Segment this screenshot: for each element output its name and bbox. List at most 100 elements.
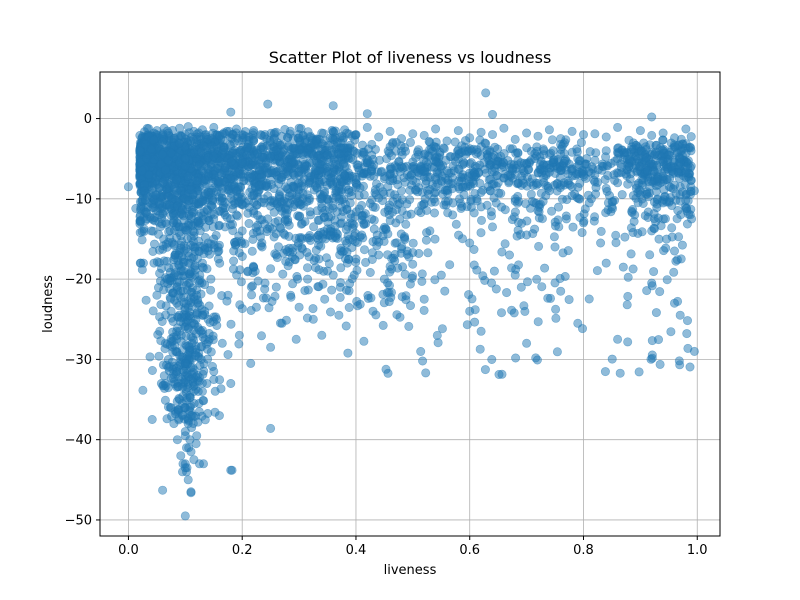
data-point (158, 150, 168, 160)
data-point (421, 179, 431, 189)
data-point (186, 184, 196, 194)
data-point (573, 318, 583, 328)
data-point (651, 140, 661, 150)
data-point (596, 238, 606, 248)
data-point (280, 230, 290, 240)
data-point (390, 238, 400, 248)
data-point (549, 155, 559, 165)
data-point (551, 313, 561, 323)
data-point (197, 386, 207, 396)
data-point (281, 256, 291, 266)
data-point (526, 189, 536, 199)
data-point (342, 258, 352, 268)
data-point (237, 156, 247, 166)
data-point (667, 232, 677, 242)
data-point (502, 288, 512, 298)
data-point (147, 414, 157, 424)
data-point (590, 155, 600, 165)
data-point (675, 310, 685, 320)
data-point (175, 350, 185, 360)
data-point (223, 350, 233, 360)
data-point (547, 135, 557, 145)
data-point (258, 145, 268, 155)
data-point (235, 300, 245, 310)
data-point (142, 123, 152, 133)
data-point (200, 306, 210, 316)
data-point (183, 302, 193, 312)
data-point (295, 211, 305, 221)
data-point (131, 204, 141, 214)
data-point (276, 224, 286, 234)
data-point (186, 214, 196, 224)
data-point (327, 125, 337, 135)
data-point (475, 160, 485, 170)
data-point (178, 382, 188, 392)
data-point (237, 226, 247, 236)
data-point (547, 206, 557, 216)
data-point (249, 126, 259, 136)
data-point (486, 278, 496, 288)
data-point (232, 124, 242, 134)
data-point (441, 155, 451, 165)
y-tick-label: −50 (65, 513, 92, 528)
data-point (427, 162, 437, 172)
data-point (512, 231, 522, 241)
data-point (405, 279, 415, 289)
data-point (270, 217, 280, 227)
data-point (322, 167, 332, 177)
data-point (197, 258, 207, 268)
data-point (203, 134, 213, 144)
data-point (137, 235, 147, 245)
data-point (186, 447, 196, 457)
data-point (156, 300, 166, 310)
data-point (379, 298, 389, 308)
data-point (418, 356, 428, 366)
data-point (419, 150, 429, 160)
data-point (319, 213, 329, 223)
data-point (202, 378, 212, 388)
data-point (432, 330, 442, 340)
data-point (162, 274, 172, 284)
data-point (300, 159, 310, 169)
data-point (522, 128, 532, 138)
data-point (689, 186, 699, 196)
data-point (478, 271, 488, 281)
data-point (669, 246, 679, 256)
data-point (195, 218, 205, 228)
data-point (204, 334, 214, 344)
data-point (510, 270, 520, 280)
data-point (431, 154, 441, 164)
data-point (180, 463, 190, 473)
data-point (584, 198, 594, 208)
data-point (647, 278, 657, 288)
data-point (351, 183, 361, 193)
data-point (185, 278, 195, 288)
data-point (573, 154, 583, 164)
data-point (380, 207, 390, 217)
data-point (183, 419, 193, 429)
data-point (123, 182, 133, 192)
data-point (417, 276, 427, 286)
data-point (623, 272, 633, 282)
data-point (401, 219, 411, 229)
data-point (263, 214, 273, 224)
data-point (405, 301, 415, 311)
data-point (445, 260, 455, 270)
data-point (212, 187, 222, 197)
data-point (345, 279, 355, 289)
data-point (453, 126, 463, 136)
data-point (184, 251, 194, 261)
data-point (647, 353, 657, 363)
data-point (494, 188, 504, 198)
data-point (366, 293, 376, 303)
data-point (183, 171, 193, 181)
data-point (170, 250, 180, 260)
data-point (217, 196, 227, 206)
data-point (154, 351, 164, 361)
data-point (650, 149, 660, 159)
data-point (642, 286, 652, 296)
data-point (159, 234, 169, 244)
data-point (469, 260, 479, 270)
data-point (226, 141, 236, 151)
data-point (369, 224, 379, 234)
